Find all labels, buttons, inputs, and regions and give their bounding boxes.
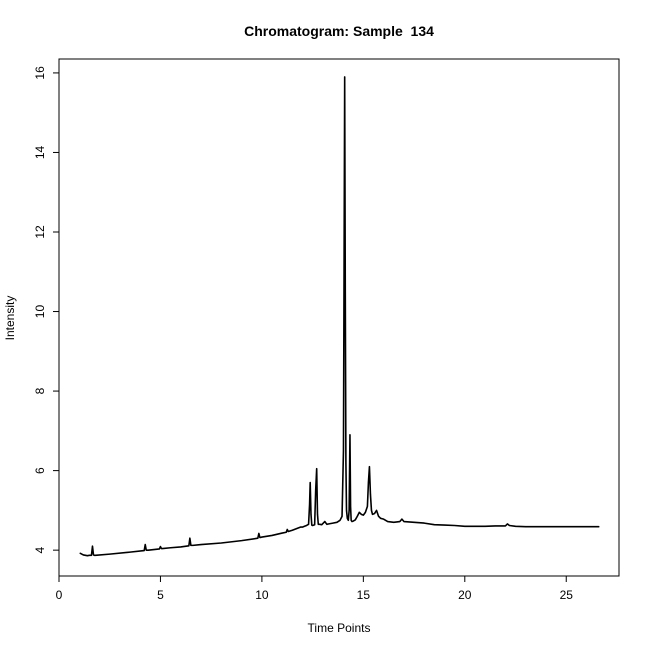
y-tick-label: 10 (33, 305, 47, 319)
series-layer (79, 76, 600, 557)
y-tick-label: 6 (33, 467, 47, 474)
x-tick-label: 10 (255, 588, 269, 602)
plot-frame (58, 58, 620, 577)
y-tick-label: 4 (33, 546, 47, 553)
y-tick-label: 14 (33, 145, 47, 159)
x-tick-label: 5 (157, 588, 164, 602)
chart-title: Chromatogram: Sample 134 (244, 23, 434, 39)
y-tick-label: 12 (33, 225, 47, 239)
x-tick-label: 15 (357, 588, 371, 602)
x-tick-label: 20 (458, 588, 472, 602)
x-axis: 0 5 10 15 20 25 (56, 576, 574, 602)
y-tick-label: 8 (33, 387, 47, 394)
x-tick-label: 0 (56, 588, 63, 602)
x-tick-label: 25 (560, 588, 574, 602)
y-axis-label: Intensity (3, 296, 17, 341)
y-tick-label: 16 (33, 66, 47, 80)
x-axis-label: Time Points (308, 621, 371, 635)
y-axis: 4 6 8 10 12 14 16 (33, 66, 59, 553)
series-line (79, 76, 600, 557)
